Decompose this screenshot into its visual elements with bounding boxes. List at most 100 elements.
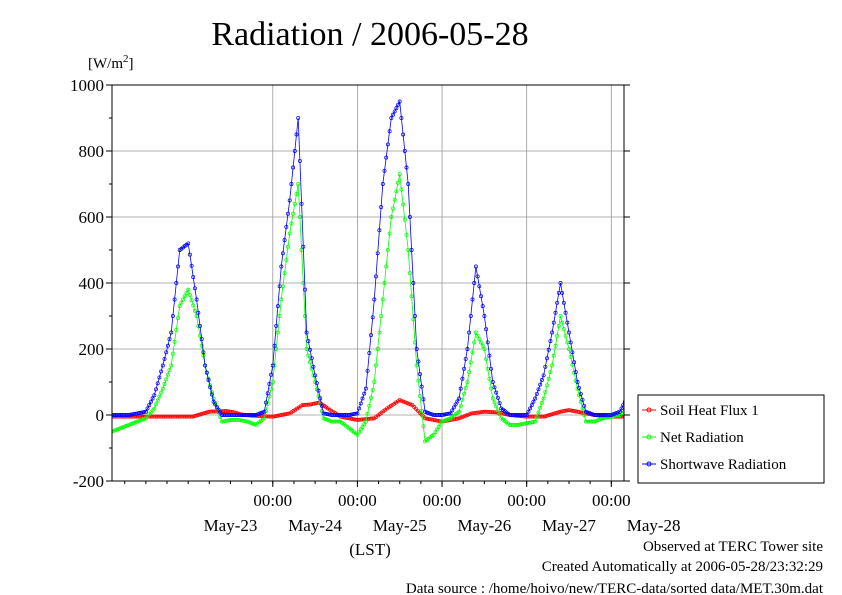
data-point: [563, 310, 568, 315]
data-point: [582, 403, 587, 408]
data-point: [479, 294, 483, 299]
data-point: [203, 363, 208, 368]
data-point: [471, 411, 476, 416]
data-point: [573, 370, 578, 375]
data-point: [490, 396, 495, 401]
data-point: [270, 380, 275, 384]
data-point: [469, 411, 474, 416]
data-point: [396, 180, 400, 185]
data-point: [475, 274, 480, 279]
data-point: [380, 182, 385, 186]
data-point: [563, 333, 568, 338]
data-point: [661, 380, 664, 383]
data-point: [282, 238, 287, 243]
data-point: [480, 343, 485, 348]
day-label: May-24: [288, 516, 342, 535]
data-point: [181, 297, 186, 302]
data-point: [377, 330, 382, 335]
data-point: [270, 363, 275, 368]
data-point: [167, 337, 172, 342]
data-point: [494, 390, 499, 395]
data-point: [538, 405, 543, 410]
data-point: [460, 376, 465, 381]
data-point: [358, 401, 363, 406]
data-point: [495, 408, 500, 413]
data-point: [277, 314, 282, 318]
data-point: [250, 421, 255, 426]
data-point: [379, 314, 384, 318]
data-point: [639, 367, 642, 370]
data-point: [568, 354, 573, 359]
data-point: [196, 310, 201, 315]
data-point: [375, 251, 380, 256]
data-point: [213, 402, 218, 407]
data-point: [360, 396, 365, 401]
data-point: [314, 381, 319, 385]
data-point: [306, 339, 311, 344]
data-point: [555, 300, 560, 305]
data-point: [140, 417, 145, 422]
data-point: [649, 328, 652, 331]
data-point: [279, 297, 284, 302]
data-point: [560, 290, 565, 295]
data-point: [541, 373, 546, 378]
x-tick-label: 00:00: [423, 491, 462, 510]
data-point: [416, 378, 421, 383]
data-point: [309, 356, 314, 361]
legend: Soil Heat Flux 1 Net Radiation Shortwave R…: [637, 394, 825, 484]
data-point: [628, 384, 631, 387]
data-point: [659, 377, 662, 380]
data-point: [370, 416, 375, 421]
data-point: [467, 412, 472, 417]
data-point: [463, 385, 468, 390]
legend-label: Soil Heat Flux 1: [660, 403, 759, 419]
data-point: [308, 347, 312, 352]
data-point: [550, 363, 555, 368]
data-point: [627, 404, 630, 407]
data-point: [299, 201, 304, 206]
legend-swatch-marker: [646, 434, 652, 440]
data-point: [617, 409, 622, 414]
data-point: [394, 106, 399, 111]
data-point: [152, 393, 157, 398]
data-point: [464, 413, 469, 418]
data-point: [382, 168, 387, 173]
data-point: [560, 320, 565, 325]
data-point: [184, 290, 189, 295]
series-net-radiation: [112, 172, 664, 444]
data-point: [203, 410, 208, 415]
data-point: [541, 414, 546, 419]
data-point: [463, 356, 468, 361]
data-point: [633, 414, 636, 417]
data-point: [594, 418, 599, 423]
data-point: [582, 413, 587, 417]
y-axis-label: [W/m2]: [88, 53, 134, 72]
data-point: [269, 372, 274, 377]
data-point: [287, 198, 292, 203]
data-point: [186, 287, 191, 292]
data-point: [528, 406, 533, 411]
data-point: [363, 386, 368, 391]
data-point: [403, 400, 408, 405]
data-point: [208, 385, 213, 390]
data-point: [468, 314, 473, 318]
data-point: [545, 383, 549, 388]
data-point: [123, 424, 128, 429]
data-point: [632, 390, 635, 393]
data-point: [650, 361, 653, 364]
data-point: [565, 320, 570, 325]
data-point: [214, 405, 219, 410]
data-point: [186, 241, 191, 246]
data-point: [303, 314, 307, 318]
y-tick-label: -200: [73, 472, 104, 491]
data-point: [284, 224, 289, 229]
data-point: [289, 182, 294, 186]
data-point: [177, 304, 182, 309]
data-point: [204, 370, 209, 375]
data-point: [369, 333, 373, 338]
data-point: [264, 400, 268, 405]
data-point: [169, 363, 174, 368]
data-point: [662, 380, 665, 383]
data-point: [458, 386, 463, 391]
data-point: [286, 411, 290, 416]
